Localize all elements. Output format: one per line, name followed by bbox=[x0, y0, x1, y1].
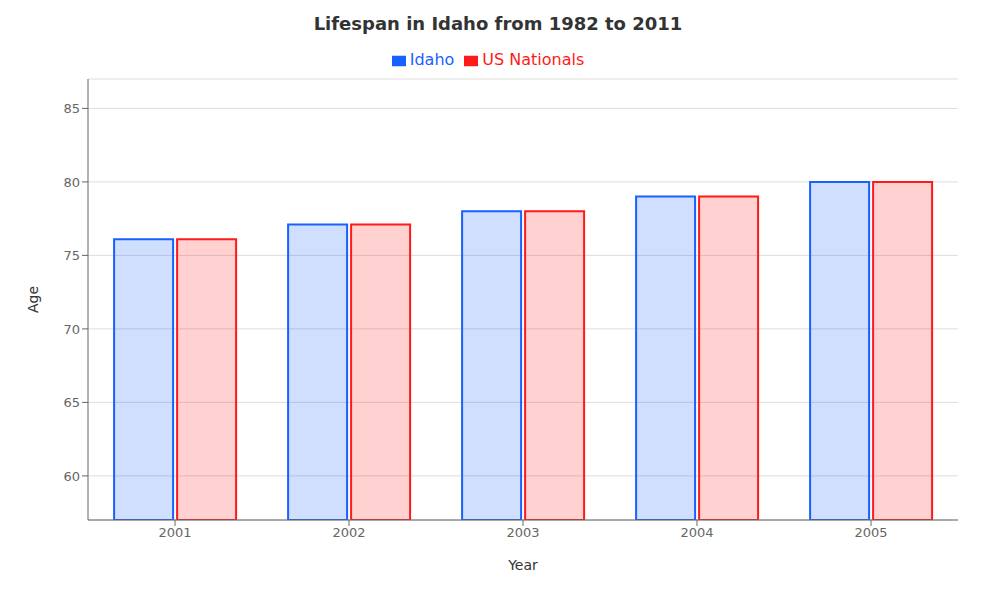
svg-text:2004: 2004 bbox=[680, 525, 713, 540]
svg-text:70: 70 bbox=[63, 322, 80, 337]
svg-text:Age: Age bbox=[25, 286, 41, 313]
svg-text:85: 85 bbox=[63, 101, 80, 116]
html-text:US Nationals: US Nationals bbox=[482, 50, 585, 69]
html-text:Idaho: Idaho bbox=[409, 50, 455, 69]
svg-text:60: 60 bbox=[63, 469, 80, 484]
svg-text:Year: Year bbox=[507, 557, 538, 573]
svg-text:80: 80 bbox=[63, 175, 80, 190]
svg-text:75: 75 bbox=[63, 248, 80, 263]
svg-text:2005: 2005 bbox=[854, 525, 887, 540]
svg-text:2001: 2001 bbox=[158, 525, 191, 540]
html-text:Lifespan in Idaho from 1982 to: Lifespan in Idaho from 1982 to 2011 bbox=[313, 13, 683, 34]
svg-text:2002: 2002 bbox=[332, 525, 365, 540]
svg-text:2003: 2003 bbox=[506, 525, 539, 540]
svg-text:65: 65 bbox=[63, 395, 80, 410]
